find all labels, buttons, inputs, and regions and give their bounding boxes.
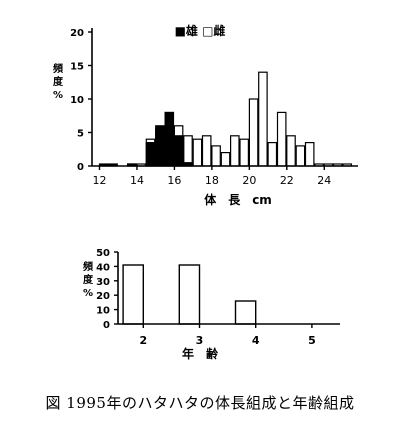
- x-tick-label: 4: [252, 334, 260, 347]
- y-axis-label: 頻: [83, 260, 93, 273]
- x-tick-label: 18: [205, 174, 219, 187]
- x-axis-label: 体 長 cm: [204, 192, 272, 207]
- y-tick-label: 0: [77, 162, 84, 173]
- y-axis-label: 頻: [53, 62, 63, 75]
- y-tick-label: 0: [103, 320, 110, 331]
- female-bar: [183, 135, 193, 167]
- female-bar: [239, 138, 249, 167]
- female-bar: [267, 142, 278, 167]
- female-bar: [276, 111, 287, 167]
- female-bar: [211, 145, 221, 167]
- y-tick-label: 5: [77, 129, 84, 140]
- x-tick-label: 2: [139, 334, 147, 347]
- x-tick-label: 14: [130, 174, 144, 187]
- male-bar: [164, 111, 175, 167]
- age-bar-chart: 0 10 20 30 40 50 2 3 4 5 頻度% 年 齢: [83, 248, 340, 361]
- male-bar: [145, 142, 156, 167]
- y-tick-label: 40: [96, 262, 110, 273]
- y-tick-label: 15: [70, 62, 84, 73]
- age-bar: [234, 300, 257, 325]
- length-histogram: 0 5 10 15 20 12 14 16 18 20 22 24 頻度% 体 長 cm ■雄 □雌: [53, 23, 358, 207]
- y-tick-label: 20: [96, 291, 110, 302]
- age-bar: [122, 264, 144, 325]
- x-tick-label: 24: [317, 174, 331, 187]
- x-tick-label: 3: [196, 334, 204, 347]
- x-tick-label: 16: [167, 174, 181, 187]
- x-tick-label: 5: [308, 334, 316, 347]
- age-bar: [178, 264, 201, 325]
- female-bar: [220, 152, 231, 167]
- female-bar: [304, 142, 315, 167]
- x-tick-label: 22: [280, 174, 294, 187]
- female-bar: [192, 138, 203, 167]
- y-tick-label: 30: [96, 277, 110, 288]
- male-bar: [173, 135, 184, 167]
- female-bar: [295, 145, 306, 167]
- x-tick-label: 20: [242, 174, 256, 187]
- legend: ■雄 □雌: [175, 23, 226, 38]
- female-bar: [286, 135, 296, 167]
- female-bar: [248, 98, 259, 167]
- y-axis-label: 度: [53, 75, 64, 88]
- y-axis-label: %: [83, 288, 93, 299]
- female-bar: [258, 71, 268, 167]
- female-bar: [201, 135, 212, 167]
- y-tick-label: 10: [96, 306, 110, 317]
- female-bar: [230, 135, 240, 167]
- male-bar: [155, 125, 165, 167]
- y-axis-label: 度: [83, 273, 94, 286]
- x-axis-label: 年 齢: [182, 346, 219, 361]
- y-tick-label: 50: [96, 248, 110, 259]
- y-tick-label: 20: [70, 28, 84, 39]
- x-tick-label: 12: [92, 174, 106, 187]
- figure-caption: 図 1995年のハタハタの体長組成と年齢組成: [45, 394, 355, 412]
- y-axis-label: %: [53, 90, 63, 101]
- y-tick-label: 10: [70, 95, 84, 106]
